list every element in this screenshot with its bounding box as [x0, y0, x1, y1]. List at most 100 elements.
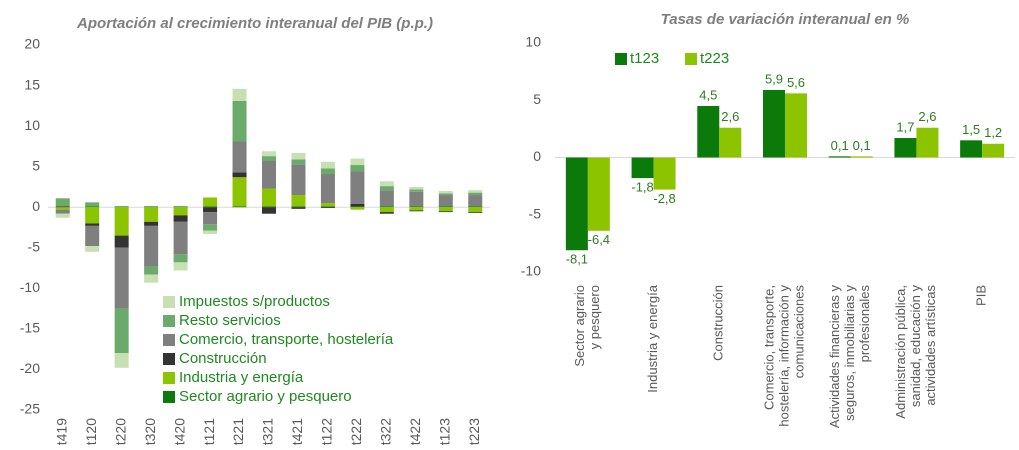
bar-segment: [379, 212, 394, 214]
bar-segment: [409, 186, 424, 190]
x-tick-label: t122: [319, 418, 335, 445]
x-tick-label: Comercio, transporte,: [761, 285, 776, 410]
bar-segment: [409, 210, 424, 212]
y-tick-label: 20: [24, 36, 40, 52]
bar-segment: [55, 206, 70, 208]
bar-segment: [203, 206, 218, 208]
bar-segment: [85, 225, 100, 247]
bar-segment: [379, 206, 394, 208]
bar: [719, 127, 742, 158]
bar-segment: [409, 206, 424, 208]
bar-segment: [468, 207, 483, 213]
x-tick-label: t320: [142, 418, 158, 445]
x-tick-label: t420: [171, 418, 187, 445]
bar-segment: [114, 235, 129, 248]
legend-label: t123: [630, 50, 659, 67]
x-tick-label: t422: [407, 418, 423, 445]
y-tick-label: -5: [529, 205, 542, 221]
value-label: 0,1: [853, 138, 871, 153]
value-label: 5,9: [765, 71, 783, 86]
bar-segment: [114, 353, 129, 368]
bar-segment: [438, 191, 453, 194]
value-label: 1,7: [896, 119, 914, 134]
y-tick-label: 0: [533, 148, 541, 164]
y-tick-label: -5: [28, 238, 41, 254]
bar-segment: [438, 207, 453, 212]
bar-segment: [350, 203, 365, 207]
bar-segment: [262, 156, 276, 161]
value-label: 2,6: [721, 109, 739, 124]
x-tick-label: t223: [466, 418, 482, 445]
bar-segment: [468, 206, 483, 208]
x-tick-label: sanidad, educación y: [908, 285, 923, 408]
bar-segment: [320, 206, 335, 208]
x-tick-label: y pesquero: [587, 285, 602, 349]
y-tick-label: -10: [521, 263, 541, 279]
bar-segment: [114, 207, 129, 236]
bar-segment: [144, 274, 159, 283]
bar-segment: [468, 212, 483, 213]
bar-segment: [320, 168, 335, 174]
x-tick-label: Administración pública,: [893, 285, 908, 419]
bar-segment: [144, 207, 159, 222]
bar-segment: [85, 206, 100, 208]
bar-segment: [173, 207, 188, 216]
y-tick-label: -15: [20, 320, 40, 336]
legend-swatch: [615, 53, 627, 65]
bar-segment: [55, 207, 70, 210]
x-tick-label: t419: [53, 418, 69, 445]
legend-label: Impuestos s/productos: [179, 293, 330, 310]
bar: [587, 157, 610, 231]
x-tick-label: Industria y energía: [645, 284, 660, 392]
x-tick-label: t220: [112, 418, 128, 445]
bar-segment: [203, 230, 218, 234]
value-label: 5,6: [787, 75, 805, 90]
value-label: -2,8: [653, 191, 675, 206]
bar-segment: [55, 209, 70, 214]
bar: [653, 157, 676, 190]
x-tick-label: seguros, inmobiliarias y: [842, 285, 857, 421]
bar-segment: [409, 207, 424, 211]
bar-segment: [320, 161, 335, 169]
y-tick-label: 10: [24, 117, 40, 133]
bar-segment: [262, 151, 276, 157]
bar-segment: [379, 186, 394, 191]
bar-segment: [350, 165, 365, 172]
bar-segment: [438, 206, 453, 208]
bar: [916, 127, 939, 158]
x-tick-label: PIB: [974, 285, 989, 306]
x-tick-label: t123: [437, 418, 453, 445]
bar-segment: [203, 212, 218, 225]
bar: [697, 105, 720, 158]
bar-segment: [85, 223, 100, 226]
value-label: 1,5: [962, 122, 980, 137]
bar-segment: [320, 207, 335, 209]
legend-label: Comercio, transporte, hostelería: [179, 331, 394, 348]
value-label: -1,8: [631, 180, 653, 195]
x-tick-label: t121: [201, 418, 217, 445]
x-tick-label: t120: [83, 418, 99, 445]
legend-box: [157, 290, 397, 408]
bar-segment: [85, 202, 100, 207]
value-label: -8,1: [566, 252, 588, 267]
bar-segment: [438, 193, 453, 196]
x-tick-label: t222: [348, 418, 364, 445]
bar: [631, 157, 654, 179]
bar-segment: [409, 189, 424, 192]
value-label: 4,5: [699, 87, 717, 102]
x-tick-label: Sector agrario: [572, 285, 587, 367]
bar-segment: [114, 308, 129, 354]
legend-swatch: [163, 391, 175, 403]
legend-swatch: [163, 296, 175, 308]
legend-label: Industria y energía: [179, 369, 304, 386]
bar-segment: [350, 207, 365, 210]
bar-segment: [232, 141, 247, 173]
x-tick-label: hostelería, información y: [776, 285, 791, 427]
bar-segment: [173, 221, 188, 255]
bar-segment: [468, 192, 483, 196]
bar-segment: [291, 159, 306, 165]
bar-segment: [291, 195, 306, 207]
bar-segment: [262, 160, 276, 189]
x-tick-label: t321: [260, 418, 276, 445]
